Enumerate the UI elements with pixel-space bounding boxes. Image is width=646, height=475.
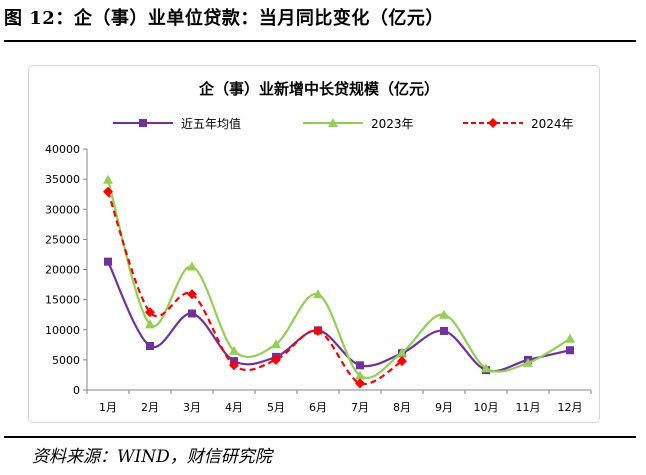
data-point (104, 257, 112, 266)
data-point (313, 325, 323, 336)
data-point (566, 346, 574, 355)
series-line (106, 191, 403, 386)
data-point (439, 309, 449, 319)
data-point (440, 326, 448, 335)
bottom-rule (4, 436, 636, 438)
chart-title: 企（事）业新增中长贷规模（亿元） (198, 80, 439, 98)
figure-header: 图 12：企（事）业单位贷款：当月同比变化（亿元） (4, 4, 636, 38)
y-tick-label: 35000 (45, 173, 80, 186)
data-point (355, 378, 365, 389)
x-tick-label: 4月 (225, 401, 243, 414)
data-point (523, 357, 533, 367)
data-point (313, 289, 323, 299)
legend-item-3: 2024年 (463, 117, 574, 131)
chart-frame: 企（事）业新增中长贷规模（亿元） 近五年均值 2023年 2024年 0 5000 1000… (28, 65, 600, 423)
series-2 (103, 174, 575, 380)
figure-title: 图 12：企（事）业单位贷款：当月同比变化（亿元） (4, 8, 444, 29)
data-point (481, 363, 491, 373)
x-tick-label: 12月 (558, 401, 583, 414)
x-tick-label: 11月 (516, 401, 541, 414)
data-point (356, 361, 364, 370)
data-point (229, 345, 239, 355)
data-point (146, 342, 154, 351)
y-tick-label: 40000 (45, 143, 80, 156)
y-tick-label: 5000 (52, 354, 80, 367)
x-tick-label: 6月 (309, 401, 327, 414)
legend-marker (328, 118, 338, 127)
data-point (565, 333, 575, 343)
data-point (355, 370, 365, 380)
x-tick-label: 8月 (393, 401, 411, 414)
legend-item-1: 近五年均值 (113, 116, 241, 131)
y-tick-label: 15000 (45, 294, 80, 307)
y-tick-label: 30000 (45, 203, 80, 216)
legend-label: 近五年均值 (181, 116, 241, 131)
x-tick-label: 10月 (474, 401, 499, 414)
data-point (397, 347, 407, 357)
x-tick-label: 2月 (141, 401, 159, 414)
data-point (187, 289, 197, 300)
top-rule (4, 40, 636, 42)
data-point (145, 319, 155, 329)
x-tick-label: 7月 (351, 401, 369, 414)
x-tick-label: 9月 (435, 401, 453, 414)
legend-label: 2023年 (371, 117, 414, 131)
data-point (145, 307, 155, 318)
series-3 (103, 186, 407, 389)
x-tick-label: 5月 (267, 401, 285, 414)
source-note: 资料来源：WIND，财信研究院 (32, 447, 272, 467)
legend-label: 2024年 (531, 117, 574, 131)
x-tick-label: 1月 (99, 401, 117, 414)
y-tick-label: 20000 (45, 264, 80, 277)
data-point (397, 356, 407, 367)
y-tick-label: 10000 (45, 324, 80, 337)
data-point (103, 186, 113, 197)
data-point (271, 354, 281, 365)
data-point (188, 309, 196, 318)
data-point (271, 339, 281, 349)
line-chart: 企（事）业新增中长贷规模（亿元） 近五年均值 2023年 2024年 0 5000 1000… (45, 80, 592, 414)
y-tick-label: 25000 (45, 233, 80, 246)
x-tick-label: 3月 (183, 401, 201, 414)
data-point (187, 261, 197, 271)
y-tick-label: 0 (73, 384, 80, 397)
legend-item-2: 2023年 (303, 117, 414, 131)
legend-marker (488, 118, 498, 128)
data-point (103, 174, 113, 184)
legend-marker (139, 119, 147, 127)
data-point (229, 360, 239, 371)
